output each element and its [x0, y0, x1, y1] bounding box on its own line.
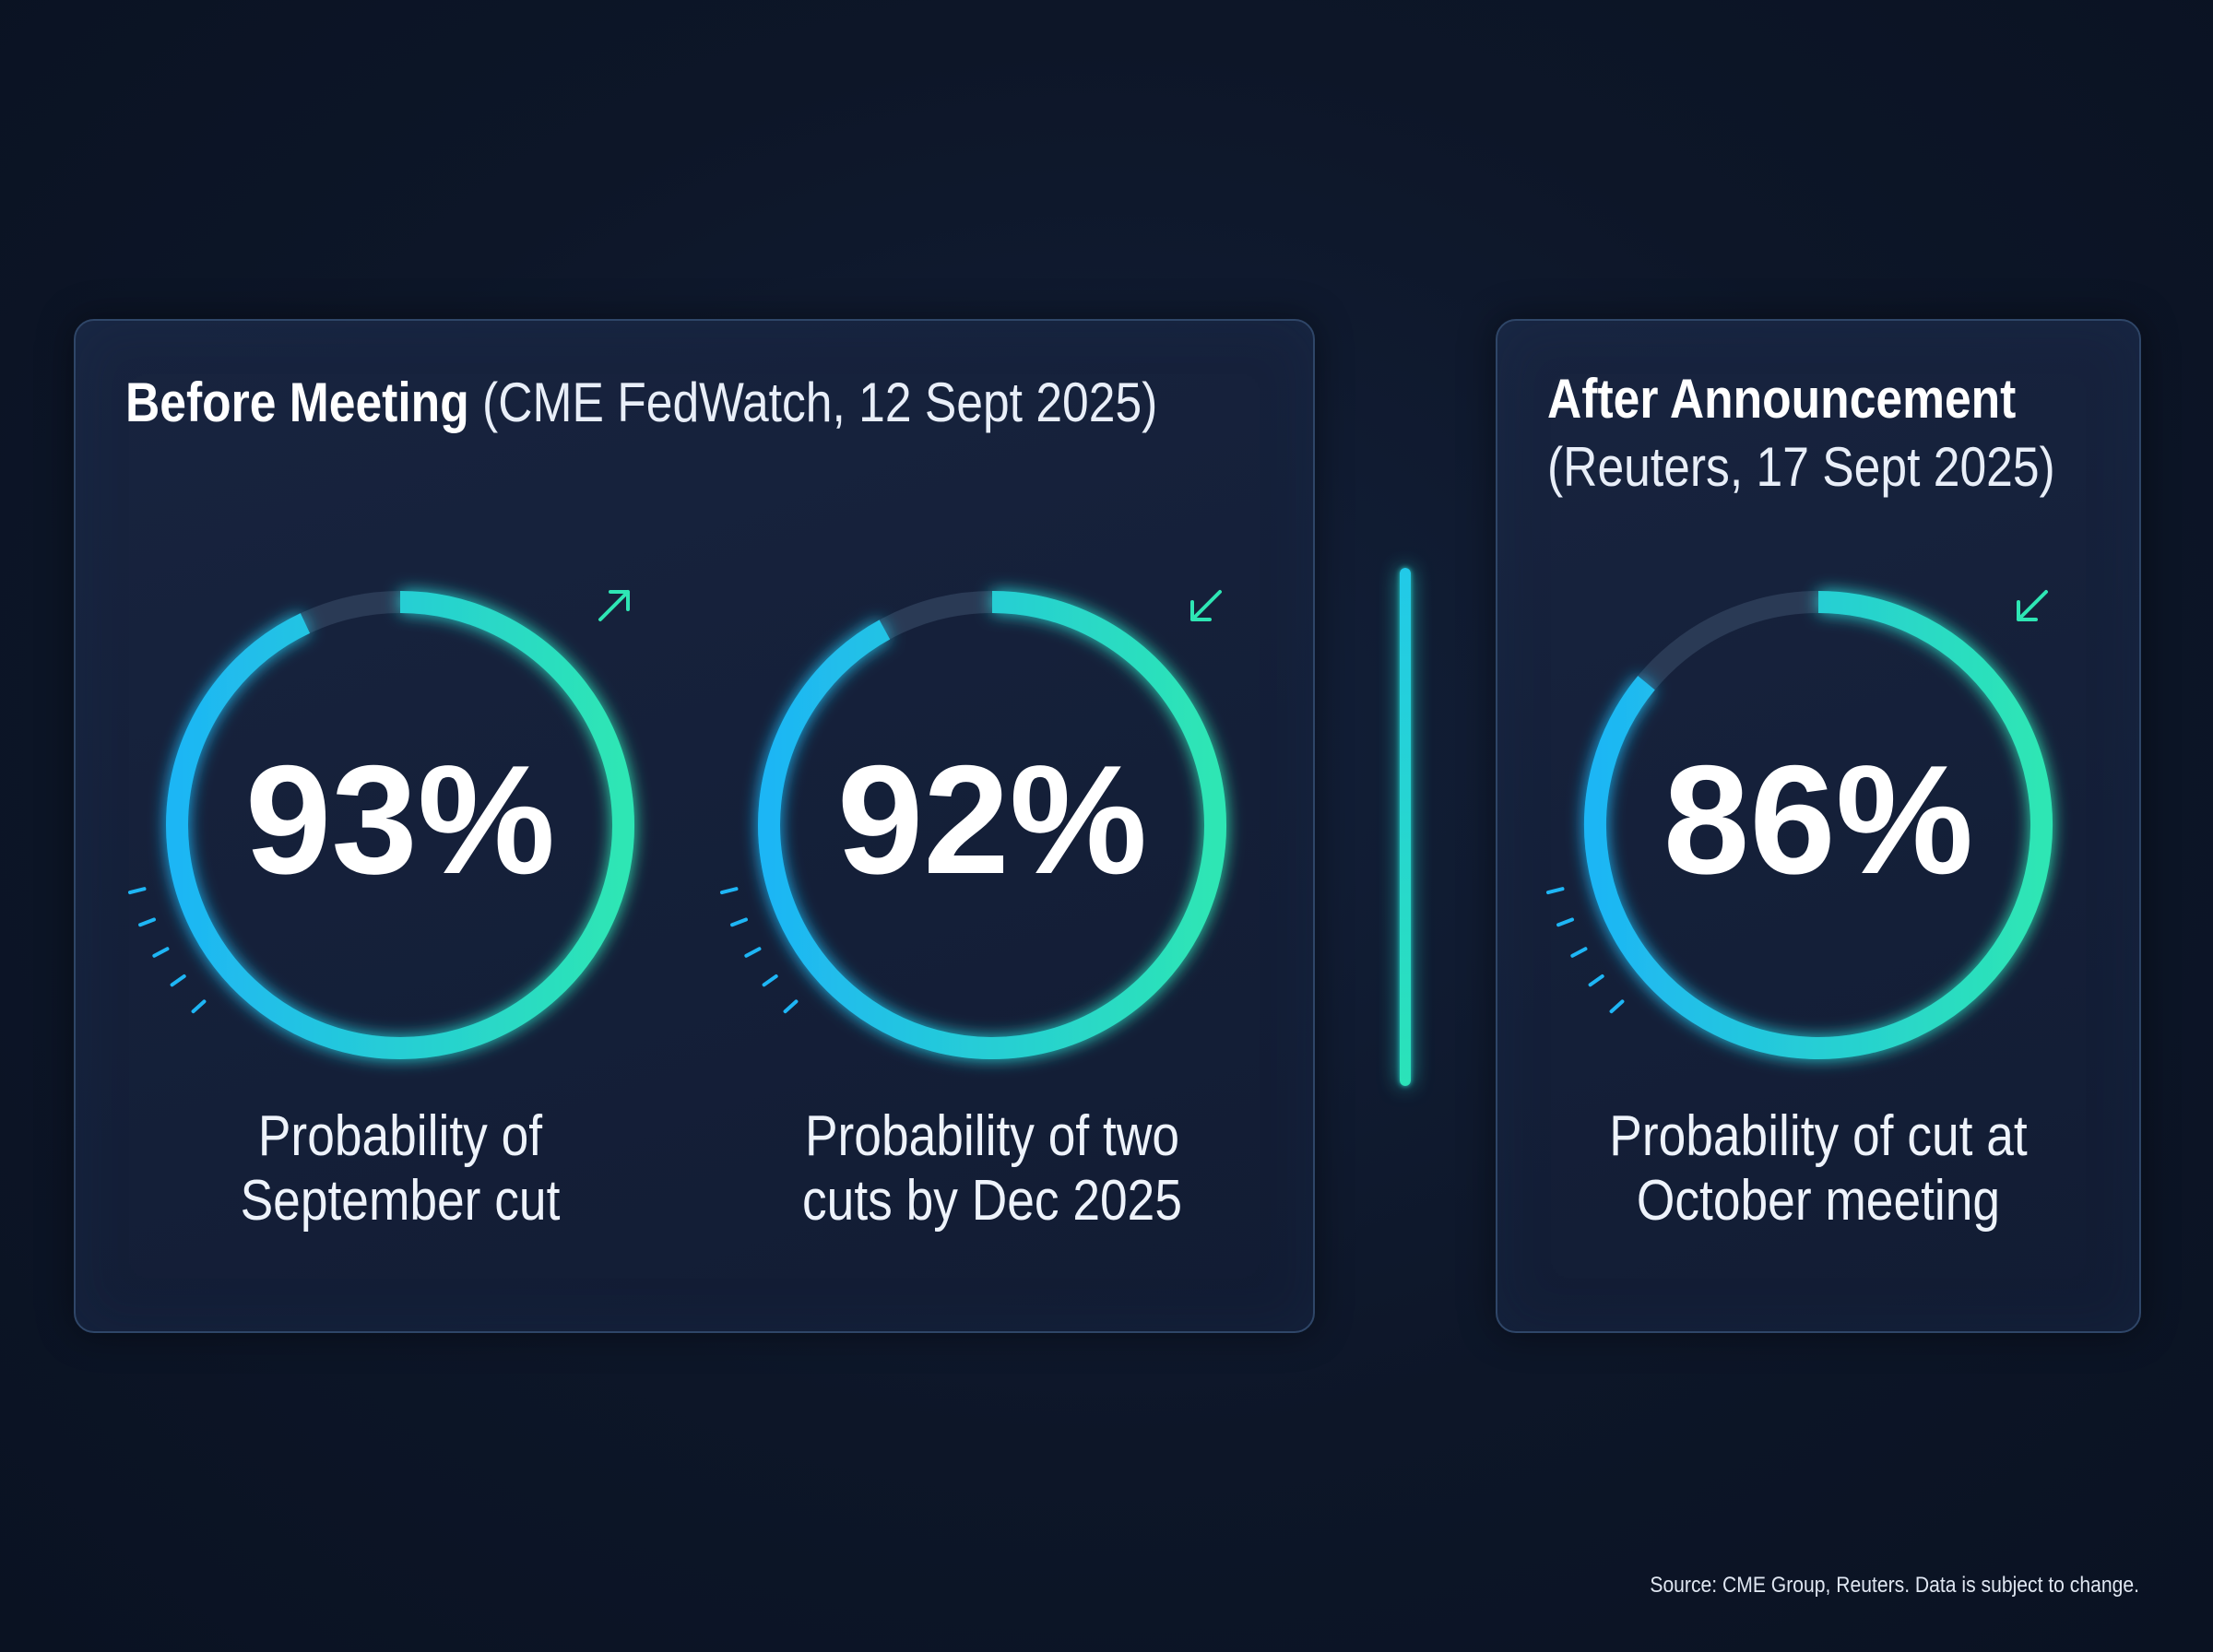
arrow-up-right-icon [598, 590, 630, 621]
arrow-down-left-icon [1190, 590, 1222, 621]
after-title-bold: After Announcement [1547, 368, 2017, 430]
gauge-value-text: 93% [245, 733, 555, 906]
after-title-source: (Reuters, 17 Sept 2025) [1547, 436, 2055, 498]
gauge-value-arc [166, 591, 634, 1059]
gauge-label-line: Probability of cut at [1609, 1104, 2028, 1168]
gauge-label-line: Probability of [257, 1104, 543, 1168]
gauge-value-text: 86% [1663, 733, 1973, 906]
before-title-source: (CME FedWatch, 12 Sept 2025) [482, 372, 1158, 433]
gauge-1: 93% [127, 590, 634, 1059]
gauge-label-1: Probability of September cut [178, 1104, 622, 1233]
gauge-label-line: Probability of two [804, 1104, 1180, 1168]
gauge-2: 92% [719, 590, 1226, 1059]
arrow-down-left-icon [2017, 590, 2048, 621]
before-meeting-title: Before Meeting (CME FedWatch, 12 Sept 20… [125, 369, 1157, 437]
before-title-bold: Before Meeting [125, 372, 469, 433]
gauge-label-2: Probability of two cuts by Dec 2025 [770, 1104, 1214, 1233]
gauge-label-3: Probability of cut at October meeting [1596, 1104, 2041, 1233]
before-meeting-panel: Before Meeting (CME FedWatch, 12 Sept 20… [74, 319, 1315, 1333]
gauge-3: 86% [1545, 590, 2053, 1059]
gauge-value-arc [758, 591, 1226, 1059]
after-announcement-title: After Announcement (Reuters, 17 Sept 202… [1547, 365, 2055, 502]
gauge-label-line: cuts by Dec 2025 [802, 1169, 1182, 1233]
gauge-tick-marks [127, 887, 207, 1014]
gauge-tick-marks [719, 887, 799, 1014]
gauge-value-arc [1584, 591, 2053, 1059]
gauge-value-text: 92% [837, 733, 1147, 906]
gauge-label-line: October meeting [1636, 1169, 2001, 1233]
panel-divider [1400, 568, 1411, 1086]
source-footnote: Source: CME Group, Reuters. Data is subj… [1650, 1573, 2139, 1598]
gauge-label-line: September cut [240, 1169, 561, 1233]
gauge-tick-marks [1545, 887, 1625, 1014]
